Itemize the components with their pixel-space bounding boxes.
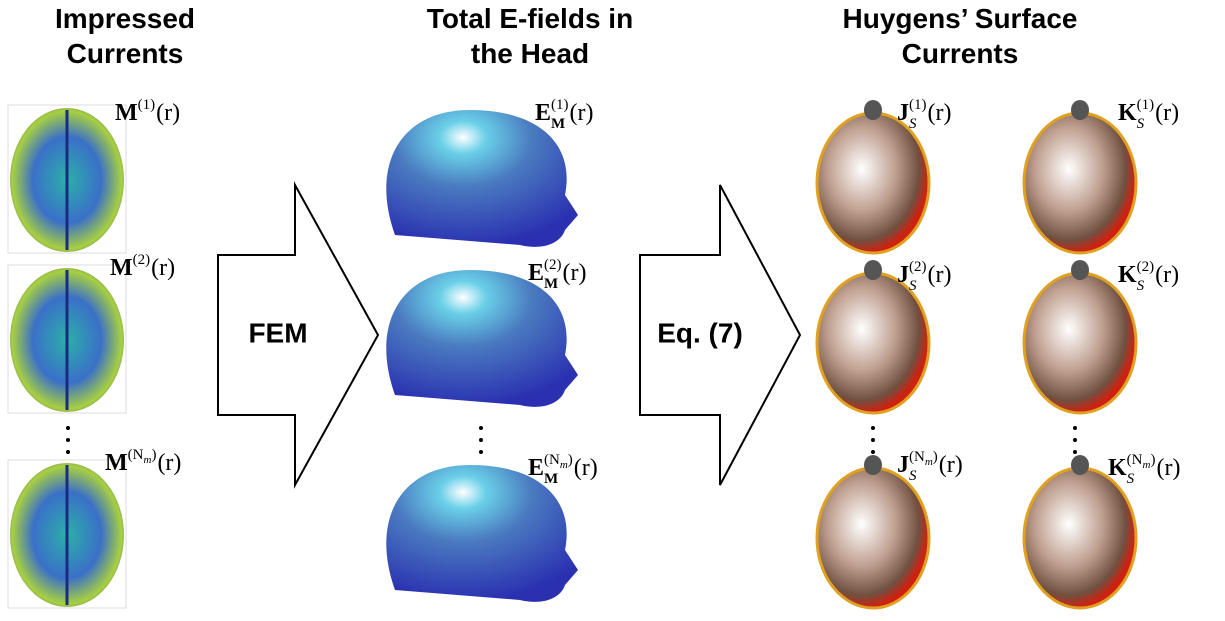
nose (864, 455, 882, 475)
scalp (1024, 113, 1136, 253)
math-base: M (115, 100, 138, 126)
math-sup-end: ) (151, 447, 156, 463)
nose (864, 100, 882, 120)
math-sub: M (544, 276, 558, 292)
math-sup: (2) (1137, 259, 1155, 275)
math-arg: (r) (563, 260, 587, 286)
math-base: K (1118, 100, 1137, 126)
math-sup-sub: m (143, 454, 151, 466)
math-sup-sub: m (1143, 459, 1151, 471)
arrow-label: FEM (248, 317, 307, 348)
math-sup-end: ) (1150, 452, 1155, 468)
scalp (817, 273, 929, 413)
math-sup: (1) (138, 97, 156, 113)
arrow-label: Eq. (7) (657, 317, 743, 348)
column-title: Huygens’ Surface (843, 3, 1078, 34)
math-sup-end: ) (568, 452, 573, 468)
math-sup-sub: m (925, 456, 933, 468)
math-base: E (528, 455, 544, 481)
scalp (1024, 468, 1136, 608)
math-arg: (r) (157, 450, 181, 476)
math-base: J (897, 100, 909, 126)
nose (1071, 455, 1089, 475)
column-title: the Head (471, 38, 589, 69)
column-title: Currents (902, 38, 1019, 69)
math-sub: M (551, 116, 565, 132)
math-arg: (r) (939, 452, 963, 478)
head (386, 110, 578, 247)
math-arg: (r) (1155, 100, 1179, 126)
math-arg: (r) (156, 100, 180, 126)
math-sub: S (909, 116, 917, 132)
math-sub: S (1127, 471, 1135, 487)
nose (1071, 100, 1089, 120)
math-label: M(1)(r) (115, 97, 180, 126)
math-sup: (N (909, 449, 925, 465)
nose (864, 260, 882, 280)
math-arg: (r) (928, 262, 952, 288)
math-sup: (2) (909, 259, 927, 275)
math-sub: S (909, 278, 917, 294)
math-base: K (1108, 455, 1127, 481)
math-arg: (r) (570, 100, 594, 126)
math-label: M(2)(r) (110, 252, 175, 281)
math-sup: (N (128, 447, 144, 463)
math-sup: (1) (909, 97, 927, 113)
math-sub: M (544, 471, 558, 487)
math-base: K (1118, 262, 1137, 288)
math-sub: S (1137, 278, 1145, 294)
nose (1071, 260, 1089, 280)
math-arg: (r) (574, 455, 598, 481)
math-sup: (1) (1137, 97, 1155, 113)
math-sup: (2) (133, 252, 151, 268)
math-arg: (r) (1156, 455, 1180, 481)
scalp (817, 468, 929, 608)
math-sup: (1) (551, 97, 569, 113)
math-arg: (r) (928, 100, 952, 126)
column-title: Currents (67, 38, 184, 69)
math-arg: (r) (151, 255, 175, 281)
math-sup-end: ) (933, 449, 938, 465)
column-title: Impressed (55, 3, 195, 34)
math-sub: S (1137, 116, 1145, 132)
column-title: Total E-fields in (427, 3, 633, 34)
math-sub: S (909, 468, 917, 484)
math-sup: (N (1127, 452, 1143, 468)
math-sup: (N (544, 452, 560, 468)
math-sup-sub: m (560, 459, 568, 471)
math-arg: (r) (1155, 262, 1179, 288)
scalp (817, 113, 929, 253)
scalp (1024, 273, 1136, 413)
math-base: J (897, 452, 909, 478)
ellipsis-dots (66, 426, 1077, 454)
diagram: Impressed Currents Total E-fields in the He… (0, 0, 1225, 621)
math-base: M (110, 255, 133, 281)
math-base: E (528, 260, 544, 286)
math-base: E (535, 100, 551, 126)
math-sup: (2) (544, 257, 562, 273)
math-base: J (897, 262, 909, 288)
math-base: M (105, 450, 128, 476)
